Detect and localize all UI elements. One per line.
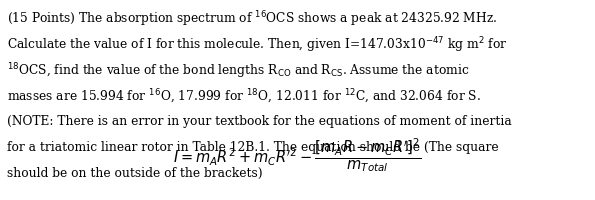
Text: (15 Points) The absorption spectrum of $^{16}$OCS shows a peak at 24325.92 MHz.: (15 Points) The absorption spectrum of $…	[7, 9, 497, 29]
Text: for a triatomic linear rotor in Table 12B.1. The equation should be (The square: for a triatomic linear rotor in Table 12…	[7, 141, 499, 154]
Text: should be on the outside of the brackets): should be on the outside of the brackets…	[7, 167, 263, 180]
Text: $^{18}$OCS, find the value of the bond lengths R$_{\rm CO}$ and R$_{\rm CS}$. As: $^{18}$OCS, find the value of the bond l…	[7, 62, 469, 81]
Text: $I = m_A R^2 + m_C R'^2 - \dfrac{[m_A R - m_C R']^2}{m_{Total}}$: $I = m_A R^2 + m_C R'^2 - \dfrac{[m_A R …	[173, 136, 422, 174]
Text: masses are 15.994 for $^{16}$O, 17.999 for $^{18}$O, 12.011 for $^{12}$C, and 32: masses are 15.994 for $^{16}$O, 17.999 f…	[7, 88, 481, 106]
Text: (NOTE: There is an error in your textbook for the equations of moment of inertia: (NOTE: There is an error in your textboo…	[7, 115, 512, 128]
Text: Calculate the value of I for this molecule. Then, given I=147.03x10$^{-47}$ kg m: Calculate the value of I for this molecu…	[7, 35, 508, 55]
